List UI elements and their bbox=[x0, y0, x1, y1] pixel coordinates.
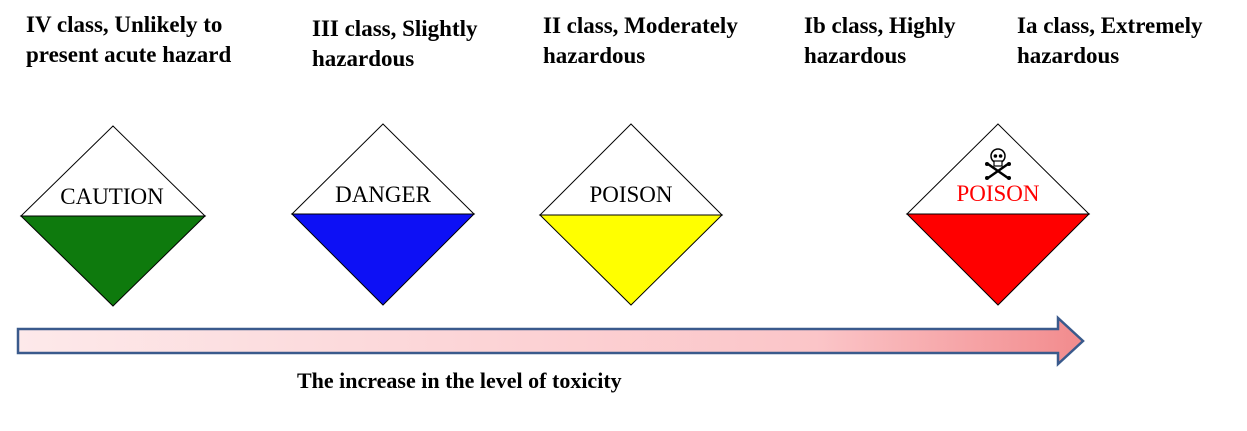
danger-sign: DANGER bbox=[290, 123, 476, 306]
danger-sign-text: DANGER bbox=[335, 182, 431, 207]
class-iii-label: III class, Slightly hazardous bbox=[312, 16, 478, 71]
class-ii-label: II class, Moderately hazardous bbox=[543, 13, 738, 68]
class-ia-label: Ia class, Extremely hazardous bbox=[1017, 13, 1203, 68]
poison-sign-yellow: POISON bbox=[538, 123, 724, 306]
poison-sign-yellow-text: POISON bbox=[589, 182, 672, 207]
toxicity-arrow bbox=[16, 315, 1085, 367]
skull-crossbones-icon bbox=[985, 148, 1011, 180]
class-ib-label: Ib class, Highly hazardous bbox=[804, 13, 956, 68]
caution-sign-text: CAUTION bbox=[60, 184, 164, 209]
poison-sign-red-text: POISON bbox=[956, 181, 1039, 206]
poison-sign-red: POISON bbox=[905, 123, 1091, 306]
toxicity-caption: The increase in the level of toxicity bbox=[297, 368, 622, 393]
caution-sign: CAUTION bbox=[19, 125, 207, 307]
class-iv-label: IV class, Unlikely to present acute haza… bbox=[26, 12, 232, 67]
